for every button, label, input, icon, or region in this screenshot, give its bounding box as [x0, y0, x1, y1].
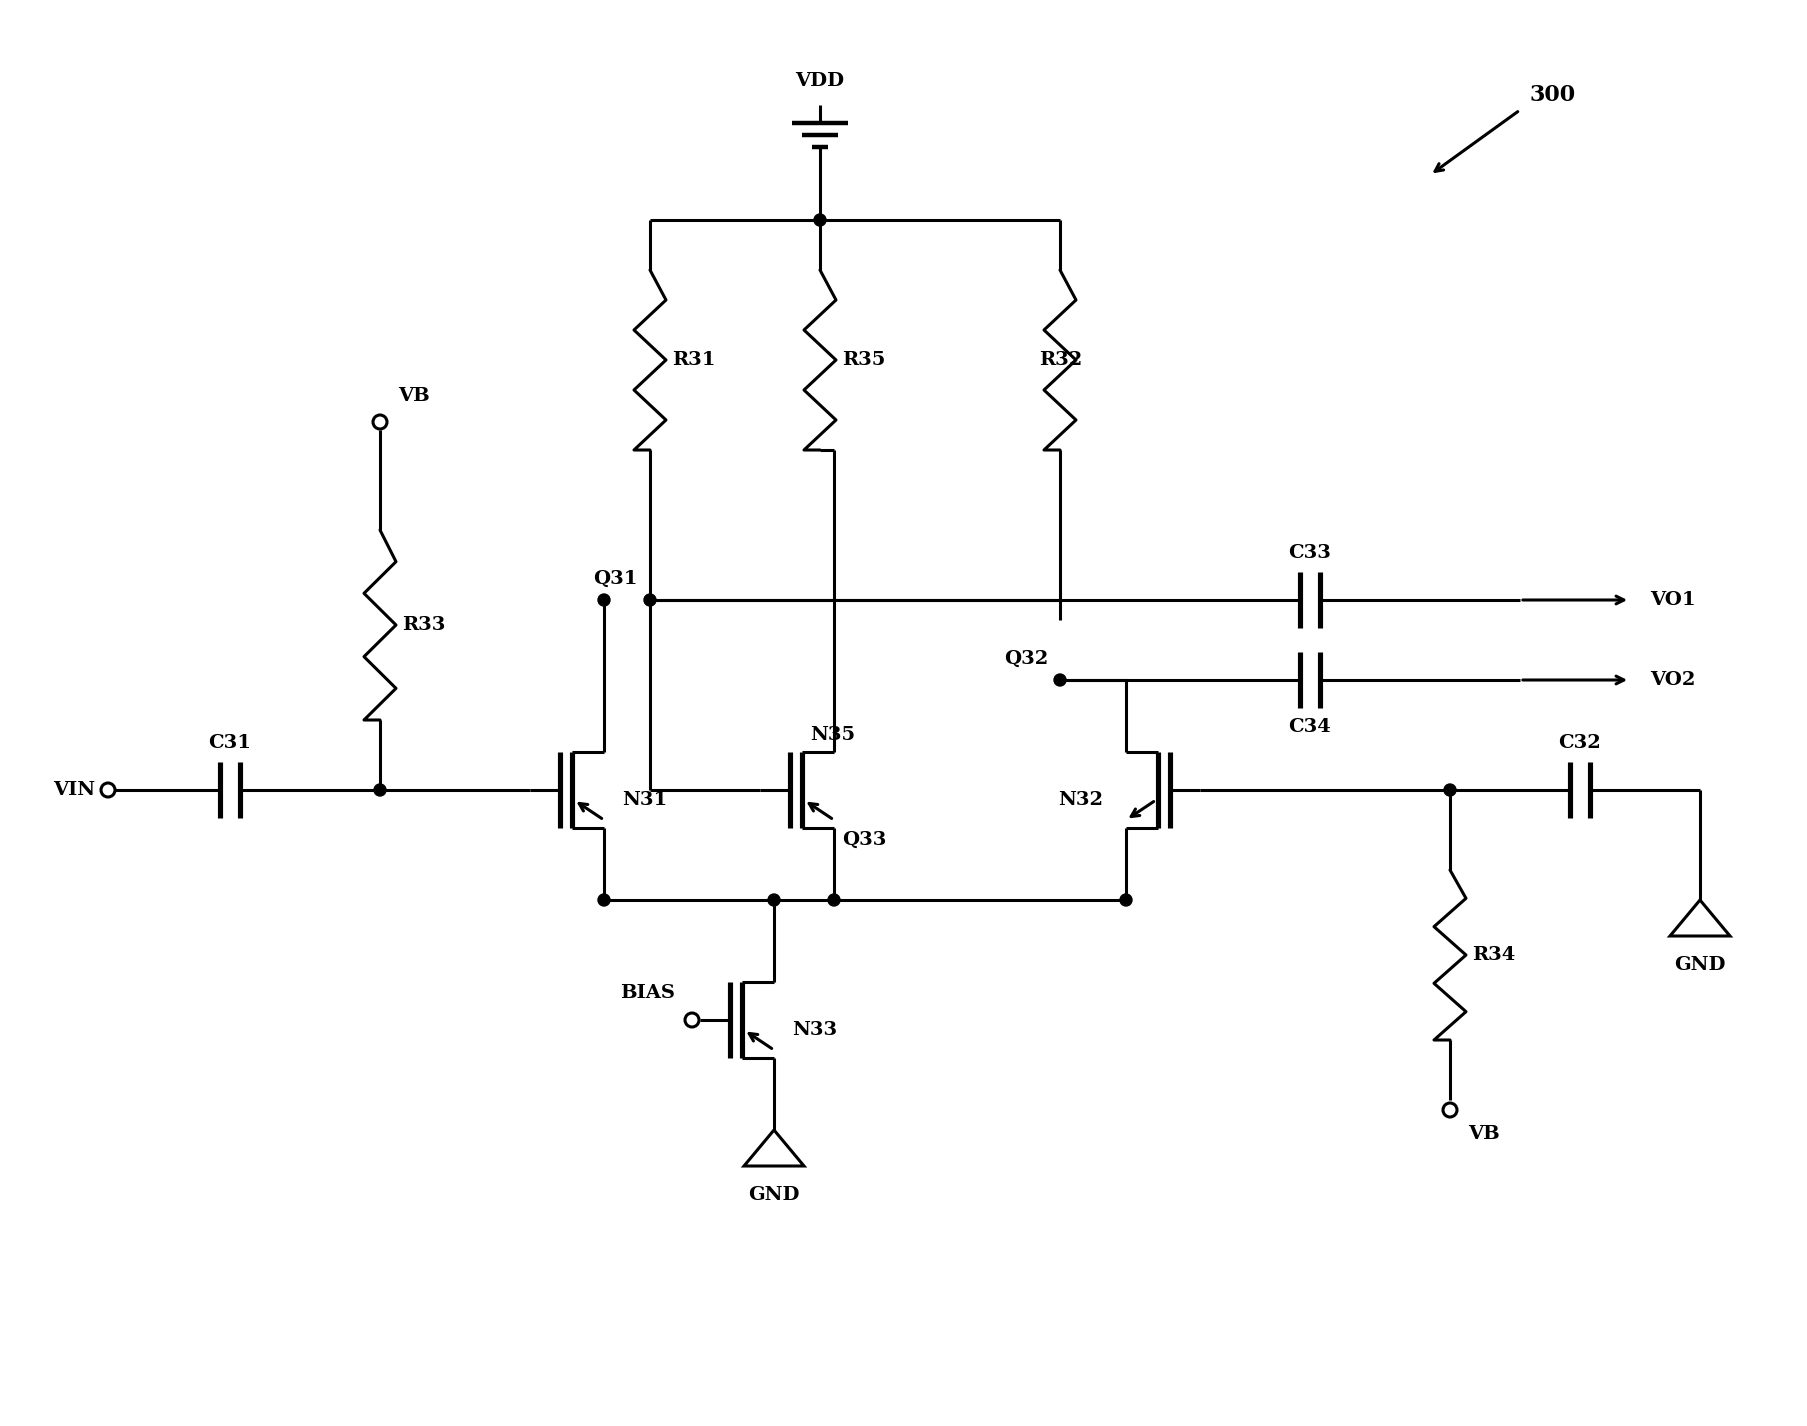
Text: VB: VB	[398, 386, 430, 405]
Circle shape	[768, 894, 779, 906]
Circle shape	[643, 595, 656, 606]
Text: C31: C31	[208, 734, 251, 752]
Text: Q32: Q32	[1003, 650, 1048, 667]
Text: VO2: VO2	[1650, 672, 1695, 689]
Text: N31: N31	[622, 791, 667, 809]
Text: VB: VB	[1467, 1125, 1500, 1144]
Circle shape	[813, 214, 826, 225]
Circle shape	[1053, 674, 1066, 686]
Circle shape	[372, 415, 387, 429]
Text: R34: R34	[1471, 945, 1514, 964]
Text: VDD: VDD	[795, 71, 844, 90]
Text: N32: N32	[1057, 791, 1102, 809]
Circle shape	[598, 595, 609, 606]
Circle shape	[101, 783, 116, 797]
Text: BIAS: BIAS	[620, 984, 674, 1002]
Text: N35: N35	[810, 726, 855, 744]
Text: C32: C32	[1558, 734, 1601, 752]
Text: Q31: Q31	[593, 570, 638, 588]
Circle shape	[685, 1012, 699, 1027]
Circle shape	[374, 784, 385, 796]
Circle shape	[1442, 1102, 1456, 1117]
Text: GND: GND	[1673, 955, 1726, 974]
Text: 300: 300	[1529, 84, 1576, 106]
Text: Q33: Q33	[842, 831, 885, 848]
Text: R31: R31	[672, 351, 716, 369]
Text: VIN: VIN	[52, 781, 96, 799]
Text: N33: N33	[791, 1021, 837, 1040]
Text: R35: R35	[842, 351, 885, 369]
Circle shape	[598, 894, 609, 906]
Circle shape	[1119, 894, 1131, 906]
Text: C34: C34	[1288, 719, 1330, 736]
Text: C33: C33	[1288, 543, 1330, 562]
Text: GND: GND	[748, 1186, 799, 1204]
Text: VO1: VO1	[1650, 590, 1695, 609]
Circle shape	[1444, 784, 1455, 796]
Text: R33: R33	[401, 616, 445, 635]
Text: R32: R32	[1039, 351, 1081, 369]
Circle shape	[828, 894, 840, 906]
